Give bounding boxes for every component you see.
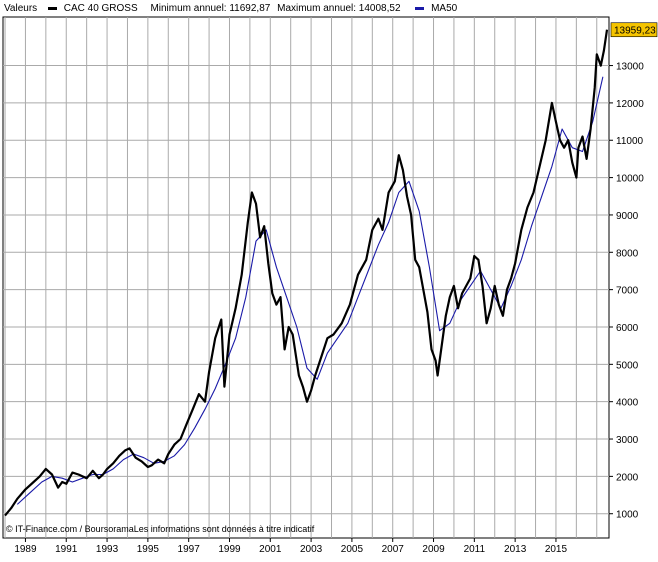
x-tick-label: 1991	[55, 544, 78, 555]
price-swatch	[47, 7, 57, 10]
source-text: IT-Finance.com / BoursoramaLes informati…	[15, 524, 315, 534]
chart-legend: Valeurs CAC 40 GROSS Minimum annuel: 116…	[4, 3, 457, 14]
last-value-badge: 13959,23	[610, 22, 658, 38]
legend-series-name: CAC 40 GROSS	[63, 3, 138, 14]
x-tick-label: 2013	[504, 544, 527, 555]
y-tick-label: 2000	[616, 472, 639, 483]
y-tick-label: 13000	[616, 62, 644, 73]
x-tick-label: 2011	[464, 544, 486, 555]
y-tick-label: 6000	[616, 323, 639, 334]
x-tick-label: 1999	[218, 544, 241, 555]
y-tick-label: 10000	[616, 174, 644, 185]
x-axis: 1989 1991 1993 1995 1997 1999 2001 2003 2005 2007…	[14, 538, 568, 555]
y-tick-label: 3000	[616, 435, 639, 446]
ma50-swatch	[415, 7, 425, 10]
plot-background	[2, 16, 610, 539]
y-tick-label: 11000	[616, 136, 644, 147]
legend-label: Valeurs	[4, 3, 38, 14]
x-tick-label: 2007	[382, 544, 405, 555]
y-tick-label: 9000	[616, 211, 639, 222]
last-value-label: 13959,23	[614, 26, 656, 37]
y-tick-label: 7000	[616, 286, 639, 297]
x-tick-label: 2003	[300, 544, 323, 555]
x-tick-label: 2015	[545, 544, 568, 555]
y-tick-label: 8000	[616, 248, 639, 259]
x-tick-label: 2005	[341, 544, 364, 555]
x-tick-label: 1993	[96, 544, 119, 555]
price-line	[4, 29, 609, 517]
x-tick-label: 1989	[14, 544, 37, 555]
x-tick-label: 2009	[422, 544, 445, 555]
y-tick-label: 5000	[616, 360, 639, 371]
last-value-box	[610, 22, 658, 38]
y-tick-label: 1000	[616, 510, 639, 521]
price-series	[4, 29, 609, 517]
y-tick-label: 12000	[616, 99, 644, 110]
x-tick-label: 1995	[137, 544, 160, 555]
y-tick-label: 4000	[616, 398, 639, 409]
y-axis: 1000 2000 3000 4000 5000 6000 7000 8000 9000 1000…	[609, 62, 644, 521]
source-footer: © IT-Finance.com / BoursoramaLes informa…	[6, 524, 314, 534]
copyright-icon: ©	[6, 524, 13, 534]
x-tick-label: 1997	[178, 544, 201, 555]
legend-min: Minimum annuel: 11692,87	[150, 3, 271, 14]
legend-max: Maximum annuel: 14008,52	[277, 3, 401, 14]
legend-ma-name: MA50	[431, 3, 458, 14]
x-tick-label: 2001	[259, 544, 282, 555]
